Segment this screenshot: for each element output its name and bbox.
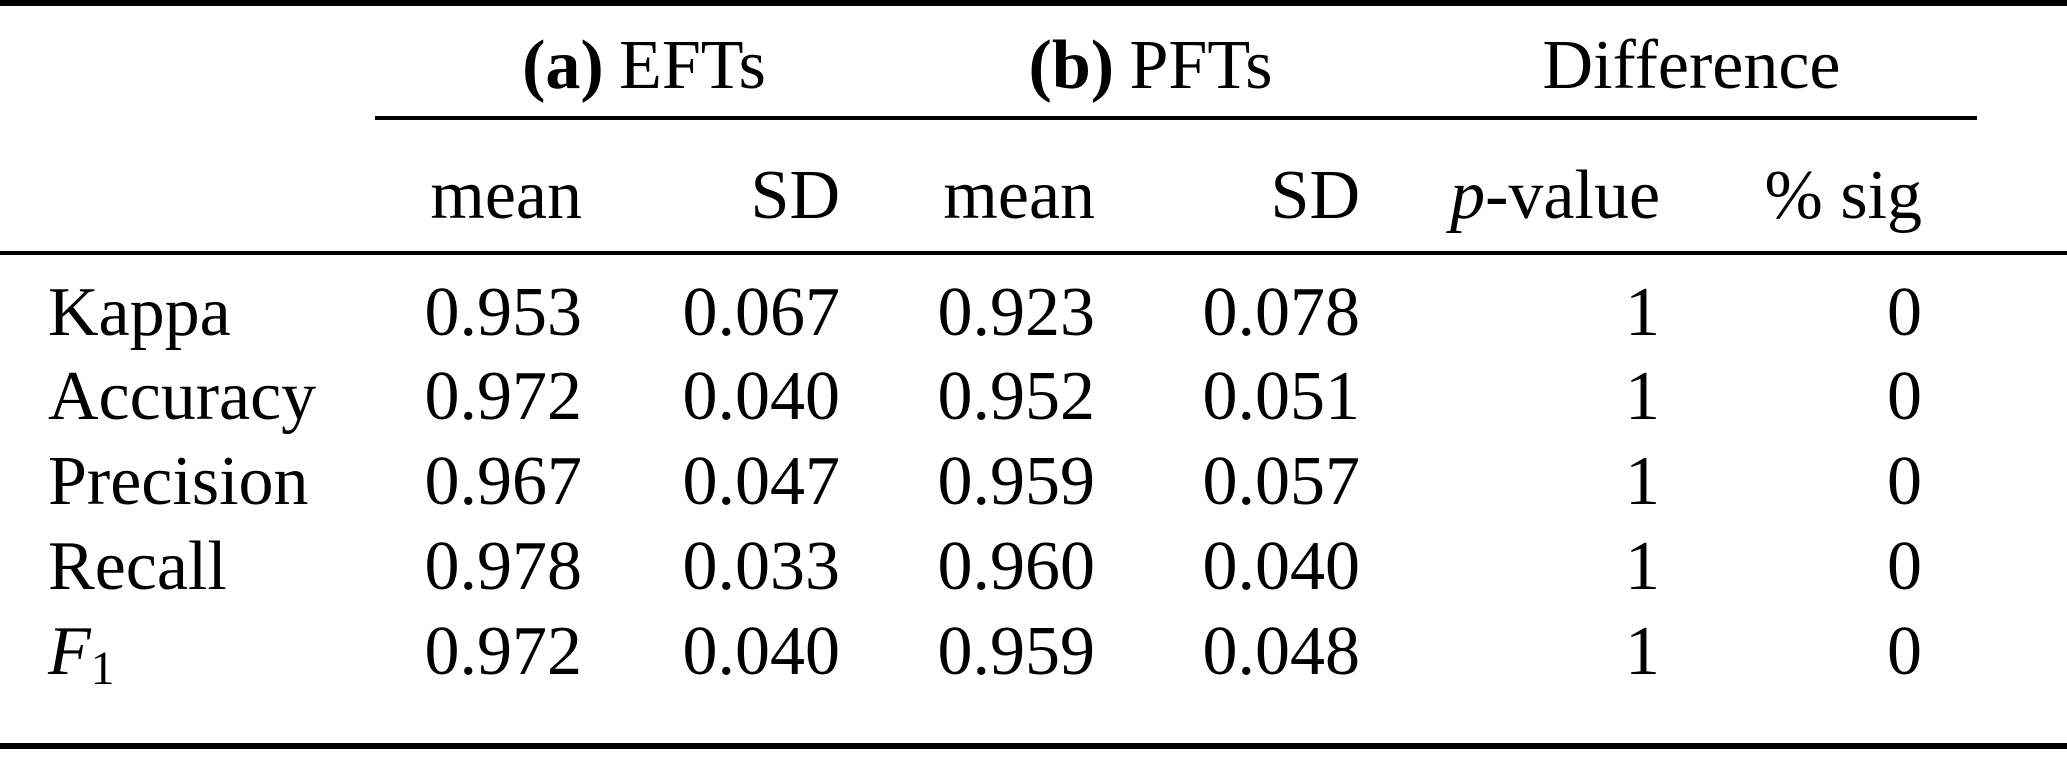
efts-mean-value: 0.972 xyxy=(424,358,583,435)
pct-sig-value: 0 xyxy=(1887,443,1923,520)
spacer-cell xyxy=(1977,118,2067,255)
efts-mean-value: 0.953 xyxy=(424,274,583,351)
header-pfts-mean: mean xyxy=(855,118,1111,255)
p-symbol: p xyxy=(1450,157,1486,234)
table-row-f1: F1 0.972 0.040 0.959 0.048 1 0 xyxy=(0,593,2067,693)
pct-sig-value: 0 xyxy=(1887,613,1923,690)
pfts-mean-value: 0.959 xyxy=(937,443,1096,520)
group-name-pfts: PFTs xyxy=(1129,26,1273,104)
column-group-efts: (a) EFTs xyxy=(375,3,856,120)
efts-sd-value: 0.040 xyxy=(682,358,841,435)
header-p-value: p-value xyxy=(1372,118,1701,255)
f1-symbol: F xyxy=(48,613,91,690)
efts-sd-value: 0.047 xyxy=(682,443,841,520)
spacer-cell xyxy=(1977,253,2067,338)
efts-mean-value: 0.978 xyxy=(424,528,583,605)
row-label: F1 xyxy=(0,593,375,693)
p-value: 1 xyxy=(1625,528,1661,605)
pfts-sd-value: 0.057 xyxy=(1202,443,1361,520)
group-prefix-a: (a) xyxy=(522,26,604,104)
subheader-row: mean SD mean SD p-value % sig xyxy=(0,118,2067,255)
header-pfts-sd: SD xyxy=(1110,118,1373,255)
column-group-difference: Difference xyxy=(1372,3,1978,120)
row-label: Recall xyxy=(48,528,227,605)
header-pct-sig: % sig xyxy=(1700,118,1978,255)
efts-mean-value: 0.972 xyxy=(424,613,583,690)
row-label: Kappa xyxy=(48,274,231,351)
p-value: 1 xyxy=(1625,613,1661,690)
efts-sd-value: 0.040 xyxy=(682,613,841,690)
p-value-rest: -value xyxy=(1485,157,1661,234)
pct-sig-value: 0 xyxy=(1887,528,1923,605)
spacer-cell xyxy=(1977,423,2067,508)
pfts-mean-value: 0.960 xyxy=(937,528,1096,605)
pfts-sd-value: 0.051 xyxy=(1202,358,1361,435)
pct-sig-value: 0 xyxy=(1887,358,1923,435)
header-efts-sd: SD xyxy=(600,118,856,255)
pfts-sd-value: 0.078 xyxy=(1202,274,1361,351)
empty-corner-cell xyxy=(0,3,375,118)
row-label: Precision xyxy=(48,443,309,520)
group-label-pfts: (b) PFTs xyxy=(1029,27,1273,104)
group-prefix-b: (b) xyxy=(1028,26,1115,104)
pfts-mean-value: 0.952 xyxy=(937,358,1096,435)
efts-sd-value: 0.067 xyxy=(682,274,841,351)
row-label: Accuracy xyxy=(48,358,317,435)
spacer-cell xyxy=(1977,593,2067,678)
pfts-sd-value: 0.040 xyxy=(1202,528,1361,605)
pfts-sd-value: 0.048 xyxy=(1202,613,1361,690)
table-row-precision: Precision 0.967 0.047 0.959 0.057 1 0 xyxy=(0,423,2067,520)
table-row-kappa: Kappa 0.953 0.067 0.923 0.078 1 0 xyxy=(0,253,2067,351)
group-label-efts: (a) EFTs xyxy=(522,27,766,104)
spacer-cell xyxy=(1977,338,2067,423)
pfts-mean-value: 0.923 xyxy=(937,274,1096,351)
pct-sig-value: 0 xyxy=(1887,274,1923,351)
column-group-pfts: (b) PFTs xyxy=(855,3,1373,120)
table-row-recall: Recall 0.978 0.033 0.960 0.040 1 0 xyxy=(0,508,2067,605)
p-value: 1 xyxy=(1625,443,1661,520)
p-value: 1 xyxy=(1625,274,1661,351)
group-header-row: (a) EFTs (b) PFTs Difference xyxy=(0,3,2067,120)
spacer-cell xyxy=(1977,3,2067,118)
f1-subscript: 1 xyxy=(90,643,115,696)
group-name-efts: EFTs xyxy=(619,26,766,104)
header-efts-mean: mean xyxy=(375,118,600,255)
efts-mean-value: 0.967 xyxy=(424,443,583,520)
pfts-mean-value: 0.959 xyxy=(937,613,1096,690)
group-label-difference: Difference xyxy=(1542,26,1841,104)
efts-sd-value: 0.033 xyxy=(682,528,841,605)
table-row-accuracy: Accuracy 0.972 0.040 0.952 0.051 1 0 xyxy=(0,338,2067,435)
p-value: 1 xyxy=(1625,358,1661,435)
empty-label-header xyxy=(0,118,375,255)
spacer-cell xyxy=(1977,508,2067,593)
